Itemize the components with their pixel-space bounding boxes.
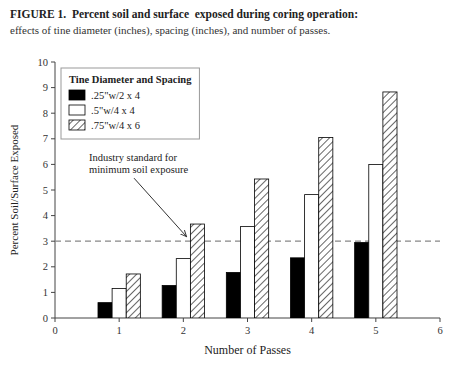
- plot-area: [55, 92, 440, 318]
- y-tick: [51, 292, 55, 293]
- x-tick: [55, 318, 56, 322]
- y-tick-label: 6: [43, 159, 48, 170]
- bar: [190, 224, 204, 318]
- x-tick: [119, 318, 120, 322]
- y-tick-label: 1: [43, 287, 48, 298]
- legend-entry: .25"w/2 x 4: [91, 90, 141, 101]
- y-tick-label: 2: [43, 261, 48, 272]
- y-tick: [51, 266, 55, 267]
- chart: FIGURE 1. Percent soil and surface expos…: [0, 0, 450, 378]
- annotation: Industry standard forminimum soil exposu…: [89, 152, 189, 176]
- annotation-arrow: [134, 178, 187, 237]
- x-tick-label: 6: [437, 325, 442, 336]
- y-tick-label: 3: [43, 236, 48, 247]
- x-tick-label: 0: [52, 325, 57, 336]
- bar: [176, 259, 190, 318]
- bar: [240, 227, 254, 318]
- legend-entry: .75"w/4 x 6: [91, 120, 140, 131]
- y-tick: [51, 138, 55, 139]
- title: FIGURE 1. Percent soil and surface expos…: [10, 8, 358, 21]
- y-tick-label: 9: [43, 82, 48, 93]
- y-tick: [51, 190, 55, 191]
- bar: [383, 92, 397, 318]
- y-axis-label: Percent Soil/Surface Exposed: [8, 124, 20, 255]
- y-tick: [51, 164, 55, 165]
- x-tick-label: 2: [181, 325, 186, 336]
- bar: [305, 195, 319, 318]
- x-tick: [440, 318, 441, 322]
- x-tick: [375, 318, 376, 322]
- y-tick: [51, 215, 55, 216]
- bar: [98, 303, 112, 318]
- y-tick-label: 10: [38, 57, 49, 68]
- legend: Tine Diameter and Spacing .25"w/2 x 4 .5"w…: [61, 68, 199, 139]
- bar: [369, 164, 383, 318]
- bar: [112, 289, 126, 318]
- subtitle: effects of tine diameter (inches), spaci…: [10, 24, 330, 37]
- y-tick-label: 4: [43, 210, 49, 221]
- x-tick: [311, 318, 312, 322]
- y-tick: [51, 87, 55, 88]
- x-tick: [183, 318, 184, 322]
- y-tick-label: 5: [43, 185, 48, 196]
- y-tick-label: 0: [43, 313, 48, 324]
- x-tick-label: 5: [373, 325, 378, 336]
- x-tick-label: 1: [117, 325, 122, 336]
- bar: [226, 272, 240, 318]
- y-tick: [51, 113, 55, 114]
- legend-swatch: [69, 90, 85, 100]
- y-tick-label: 7: [43, 133, 48, 144]
- legend-swatch: [69, 120, 85, 130]
- bar: [162, 285, 176, 318]
- legend-box: [61, 68, 199, 139]
- legend-title: Tine Diameter and Spacing: [69, 74, 192, 85]
- x-tick-label: 3: [245, 325, 250, 336]
- y-tick: [51, 318, 55, 319]
- x-tick: [247, 318, 248, 322]
- bar: [255, 179, 269, 318]
- legend-swatch: [69, 105, 85, 115]
- bar: [319, 138, 333, 318]
- x-tick-label: 4: [309, 325, 315, 336]
- bar: [355, 242, 369, 318]
- bar: [126, 274, 140, 318]
- bar: [290, 258, 304, 318]
- y-tick: [51, 62, 55, 63]
- y-tick-label: 8: [43, 108, 48, 119]
- legend-entry: .5"w/4 x 4: [91, 105, 135, 116]
- y-tick: [51, 241, 55, 242]
- x-axis-label: Number of Passes: [204, 343, 291, 357]
